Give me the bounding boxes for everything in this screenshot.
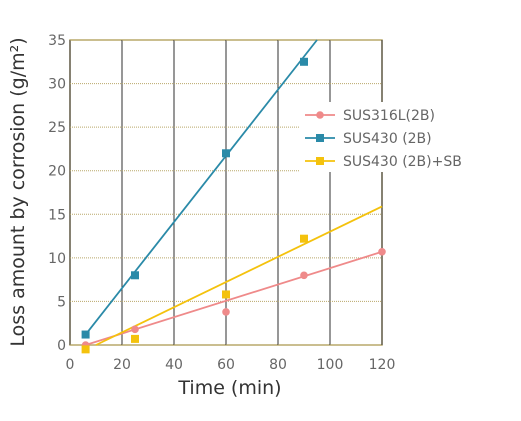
y-tick-label-5: 25: [48, 120, 66, 136]
y-tick-label-0: 0: [57, 338, 66, 354]
y-axis-title: Loss amount by corrosion (g/m²): [7, 37, 29, 346]
legend: SUS316L(2B) SUS430 (2B) SUS430 (2B)+SB: [299, 102, 504, 172]
fit-line-series-1: [84, 39, 318, 336]
legend-marker-series-0: [316, 111, 324, 119]
legend-label-series-2: SUS430 (2B)+SB: [343, 154, 462, 170]
fit-line-series-2: [95, 205, 383, 346]
x-axis-title: Time (min): [177, 377, 281, 399]
data-point-series-2-0: [81, 345, 90, 354]
data-point-series-1-0: [81, 330, 90, 339]
y-tick-label-7: 35: [48, 33, 66, 49]
legend-marker-series-1: [316, 134, 324, 142]
data-point-series-2-1: [131, 334, 139, 343]
legend-marker-series-2: [316, 157, 324, 165]
y-tick-label-3: 15: [48, 207, 66, 223]
x-tick-label-3: 60: [217, 357, 235, 373]
marker-layer: [81, 57, 386, 354]
x-tick-label-0: 0: [66, 357, 75, 373]
data-point-series-1-1: [131, 271, 139, 280]
y-tick-label-1: 5: [57, 294, 66, 310]
data-point-series-0-3: [300, 271, 308, 280]
x-tick-label-4: 80: [269, 357, 287, 373]
y-tick-label-6: 30: [48, 77, 66, 93]
y-tick-label-2: 10: [48, 251, 66, 267]
y-tick-label-4: 20: [48, 164, 66, 180]
data-point-series-1-3: [300, 57, 308, 66]
tick-labels-layer: 0 20 40 60 80 100 120 0 5 10 15 20 25 30 35: [48, 33, 395, 373]
x-tick-label-6: 120: [369, 357, 396, 373]
x-tick-label-2: 40: [165, 357, 183, 373]
data-point-series-0-4: [378, 247, 386, 256]
x-tick-label-5: 100: [317, 357, 344, 373]
x-tick-label-1: 20: [113, 357, 131, 373]
legend-label-series-0: SUS316L(2B): [343, 108, 435, 124]
data-point-series-2-2: [222, 290, 230, 299]
data-point-series-0-2: [222, 308, 230, 316]
data-point-series-0-1: [131, 325, 139, 334]
legend-label-series-1: SUS430 (2B): [343, 131, 432, 147]
data-point-series-1-2: [222, 149, 230, 158]
data-point-series-2-3: [300, 234, 308, 243]
